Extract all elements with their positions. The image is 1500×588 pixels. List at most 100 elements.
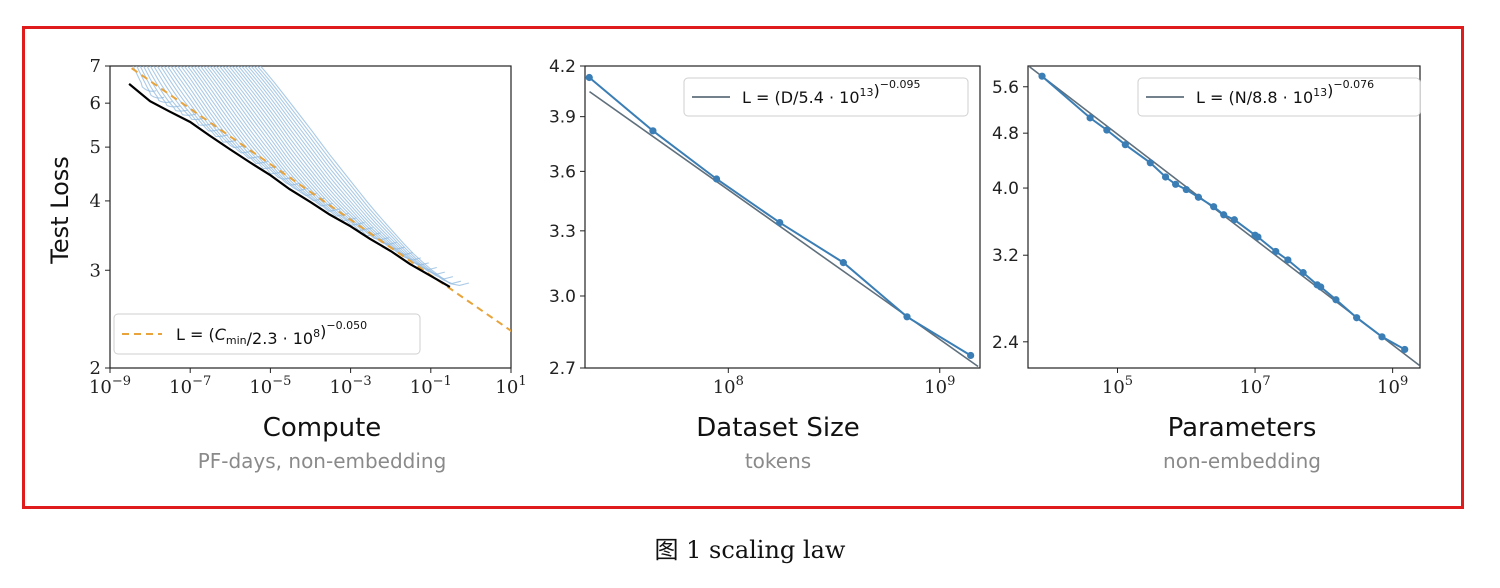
training-run-line: [215, 66, 357, 222]
data-point: [1194, 193, 1202, 201]
y-tick-label: 6: [90, 93, 101, 114]
plot-content: [1029, 66, 1420, 367]
training-run-line: [247, 66, 437, 271]
training-run-line: [180, 66, 269, 165]
frontier-line: [128, 83, 451, 288]
x-axis-sublabel: non-embedding: [1163, 449, 1321, 473]
data-point: [1378, 333, 1386, 341]
legend-box: [1137, 77, 1421, 117]
data-point: [1230, 216, 1238, 224]
y-axis-label: Test Loss: [46, 156, 74, 265]
y-tick-label: 3.9: [549, 108, 576, 128]
data-point: [1146, 159, 1154, 167]
x-axis-label: Dataset Size: [696, 413, 859, 443]
data-point: [1272, 247, 1280, 256]
training-run-line: [193, 66, 301, 186]
x-tick-label: 10−3: [330, 374, 372, 398]
training-run-line: [256, 66, 462, 285]
figure-caption: 图 1 scaling law: [654, 536, 846, 564]
training-run-line: [132, 66, 157, 92]
x-tick-label: 108: [713, 374, 744, 398]
training-run-line: [202, 66, 325, 202]
figure-frame: [22, 26, 1464, 509]
data-point: [967, 351, 975, 360]
y-tick-label: 4.2: [549, 57, 576, 77]
data-point: [1038, 72, 1046, 80]
y-tick-label: 3.0: [549, 287, 576, 307]
data-point: [1353, 314, 1361, 322]
x-tick-label: 101: [495, 374, 526, 398]
plot-area: [1027, 65, 1421, 369]
x-axis-label: Parameters: [1168, 413, 1317, 443]
x-tick-label: 10−1: [410, 374, 452, 398]
data-line: [588, 76, 972, 357]
training-run-line: [170, 66, 245, 149]
training-run-line: [243, 66, 429, 266]
training-run-line: [190, 66, 293, 180]
training-run-line: [240, 66, 421, 261]
training-run-line: [166, 66, 237, 143]
training-run-line: [160, 66, 221, 132]
y-tick-label: 4.8: [992, 124, 1019, 144]
training-run-line: [199, 66, 317, 197]
legend-label: L = (D/5.4 · 1013)−0.095: [742, 78, 920, 107]
training-run-line: [176, 66, 261, 159]
legend-label: L = (Cmin/2.3 · 108)−0.050: [176, 319, 367, 348]
training-run-line: [146, 66, 189, 112]
legend: L = (D/5.4 · 1013)−0.095: [683, 77, 969, 117]
x-axis-sublabel: tokens: [745, 449, 811, 473]
training-run-line: [231, 66, 397, 245]
data-point: [1254, 233, 1262, 241]
data-point: [839, 259, 847, 267]
data-point: [1210, 203, 1218, 211]
x-tick-label: 109: [1377, 374, 1408, 398]
training-run-line: [209, 66, 341, 212]
data-point: [776, 219, 784, 227]
x-axis-sublabel: PF-days, non-embedding: [198, 449, 447, 473]
training-run-line: [212, 66, 349, 217]
training-run-line: [221, 66, 373, 232]
data-point: [1172, 180, 1180, 188]
training-run-line: [173, 66, 253, 154]
training-run-line: [183, 66, 277, 170]
dataset-size-chart: 108 109 2.7 3.0 3.3 3.6 3.9 4.2 Dataset Size toke…: [549, 57, 981, 473]
x-tick-label: 105: [1102, 374, 1133, 398]
training-run-line: [163, 66, 229, 138]
data-point: [1121, 141, 1129, 149]
training-run-line: [250, 66, 445, 275]
training-run-line: [186, 66, 285, 175]
data-point: [649, 127, 657, 135]
x-tick-label: 10−9: [89, 374, 131, 398]
data-point: [1161, 173, 1170, 181]
data-point: [585, 73, 593, 82]
training-run-line: [237, 66, 413, 256]
plot-content: [126, 66, 511, 333]
data-point: [712, 175, 721, 183]
y-tick-label: 2.7: [549, 359, 576, 379]
x-axis-label: Compute: [263, 413, 382, 443]
training-run-line: [156, 66, 213, 126]
y-tick-label: 3.6: [549, 162, 576, 182]
training-run-line: [253, 66, 454, 280]
legend-box: [683, 77, 969, 117]
training-run-line: [149, 66, 197, 116]
x-tick-label: 107: [1239, 374, 1270, 398]
y-tick-label: 4: [90, 191, 101, 212]
plot-content: [585, 73, 979, 368]
data-point: [1103, 126, 1111, 134]
training-run-line: [259, 66, 470, 286]
plot-area: [109, 65, 512, 369]
data-point: [1182, 185, 1190, 194]
y-tick-label: 2: [90, 358, 101, 379]
y-tick-label: 3.3: [549, 222, 576, 242]
y-tick-label: 4.0: [992, 179, 1019, 199]
data-point: [1086, 114, 1094, 122]
data-point: [1299, 269, 1307, 277]
data-point: [903, 313, 911, 321]
legend-label: L = (N/8.8 · 1013)−0.076: [1196, 78, 1374, 107]
data-point: [1317, 283, 1325, 291]
data-point: [1332, 296, 1340, 304]
data-point: [1284, 256, 1292, 264]
legend: L = (N/8.8 · 1013)−0.076: [1137, 77, 1421, 117]
